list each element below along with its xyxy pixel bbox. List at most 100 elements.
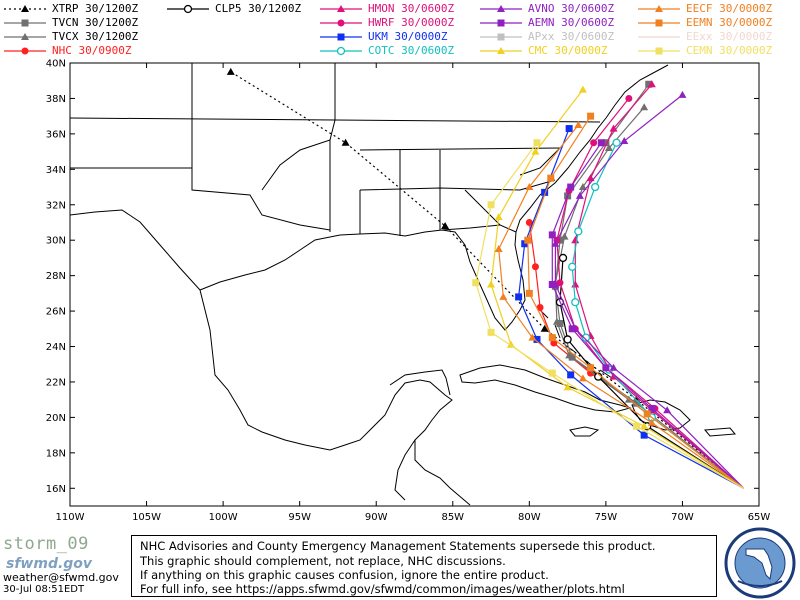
track-point <box>525 289 533 297</box>
track-point <box>647 80 656 88</box>
lon-label: 90W <box>365 512 388 523</box>
track-point <box>551 239 560 247</box>
track-point <box>574 121 583 129</box>
legend-marker <box>336 46 346 56</box>
track-line <box>527 115 745 489</box>
legend-marker <box>21 5 29 12</box>
forecast-tracks <box>226 67 745 489</box>
track-point <box>597 139 605 147</box>
disclaimer-link[interactable]: For full info, see https://apps.sfwmd.go… <box>140 582 625 596</box>
legend-marker <box>21 19 29 27</box>
track-line <box>490 89 745 489</box>
track-point <box>645 80 653 88</box>
track-point <box>571 298 580 307</box>
track-point <box>533 335 541 343</box>
axis-ticks <box>69 62 760 506</box>
track-point <box>533 139 541 147</box>
legend-swatch <box>480 33 522 41</box>
legend-marker <box>655 19 663 27</box>
track-point <box>565 351 574 359</box>
track-cmc <box>487 85 745 489</box>
track-point <box>472 279 480 287</box>
coastline <box>69 64 737 506</box>
track-point <box>590 139 598 147</box>
track-point <box>575 191 584 199</box>
track-point <box>648 405 656 413</box>
track-point <box>558 253 568 263</box>
track-point <box>494 245 503 253</box>
legend-swatch <box>4 47 46 55</box>
track-point <box>625 94 633 102</box>
track-point <box>620 136 629 144</box>
legend-swatch <box>4 33 46 40</box>
legend-label: NHC 30/0900Z <box>52 44 132 57</box>
track-point <box>602 139 610 147</box>
lat-label: 18N <box>46 448 66 459</box>
track-clp5 <box>555 253 745 489</box>
lat-label: 28N <box>46 271 66 282</box>
track-point <box>633 422 641 430</box>
track-point <box>540 324 549 332</box>
lon-label: 70W <box>671 512 694 523</box>
track-point <box>556 279 564 287</box>
legend-label: EEMN 30/0000Z <box>686 16 773 29</box>
track-point <box>640 422 649 430</box>
legend-marker <box>497 33 505 41</box>
lat-label: 32N <box>46 200 66 211</box>
track-point <box>521 240 529 248</box>
lat-label: 20N <box>46 413 66 424</box>
track-point <box>547 174 555 182</box>
lat-label: 16N <box>46 484 66 495</box>
track-point <box>563 335 572 344</box>
legend-swatch <box>320 46 362 56</box>
legend-label: CEMN 30/0000Z <box>686 44 773 57</box>
latitude-labels: 40N 38N 36N 34N 32N 30N 28N 26N 24N 22N 20N 18N 16N <box>46 59 66 495</box>
track-point <box>506 340 515 348</box>
legend-marker <box>21 47 29 55</box>
timestamp: 30-Jul 08:51EDT <box>3 584 85 595</box>
disclaimer-line: If anything on this graphic causes confu… <box>140 568 549 582</box>
track-ukm <box>515 125 744 489</box>
track-point <box>560 232 569 240</box>
track-point <box>602 364 610 372</box>
legend-marker <box>497 19 505 27</box>
lat-label: 22N <box>46 377 66 388</box>
track-point <box>563 383 572 391</box>
track-point <box>633 399 641 407</box>
legend-label: TVCX 30/1200Z <box>52 30 139 43</box>
track-point <box>640 431 648 439</box>
track-point <box>604 144 613 152</box>
legend-label: UKM 30/0000Z <box>368 30 448 43</box>
track-point <box>515 293 523 301</box>
track-point <box>548 334 556 342</box>
track-point <box>550 339 558 347</box>
track-point <box>578 183 587 191</box>
track-point <box>640 103 649 111</box>
track-eemn <box>524 112 745 489</box>
track-point <box>548 281 556 288</box>
legend-swatch <box>480 5 522 12</box>
track-point <box>678 90 687 98</box>
sfwmd-logo: sfwmd.gov <box>6 556 93 572</box>
track-point <box>609 363 618 371</box>
legend-label: AEMN 30/0600Z <box>528 16 615 29</box>
legend-marker <box>655 47 663 55</box>
lat-label: 40N <box>46 59 66 70</box>
track-point <box>647 418 656 426</box>
track-aemn <box>548 139 745 489</box>
legend-label: COTC 30/0600Z <box>368 44 455 57</box>
disclaimer-line: This graphic should complement, not repl… <box>140 554 506 568</box>
track-point <box>494 213 503 221</box>
legend-label: TVCN 30/1200Z <box>52 16 139 29</box>
lon-label: 65W <box>748 512 771 523</box>
disclaimer-line: NHC Advisories and County Emergency Mana… <box>140 539 656 553</box>
legend-marker <box>497 5 505 12</box>
track-point <box>587 364 595 372</box>
legend-label: AVNO 30/0600Z <box>528 2 615 15</box>
lon-label: 110W <box>56 512 85 523</box>
track-point <box>552 317 561 325</box>
track-point <box>609 124 618 132</box>
track-point <box>541 188 549 196</box>
track-point <box>571 236 580 244</box>
